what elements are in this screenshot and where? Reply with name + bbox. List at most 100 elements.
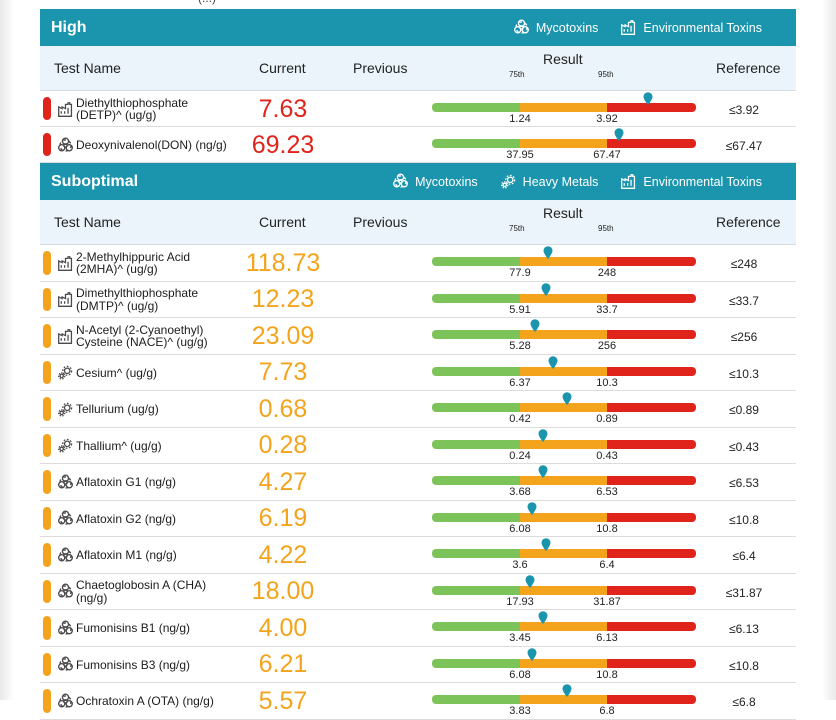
table-row[interactable]: Fumonisins B1 (ng/g) 4.00 3.45 6.13 ≤6.13	[40, 610, 796, 647]
table-row[interactable]: N-Acetyl (2-Cyanoethyl) Cysteine (NACE)^…	[40, 318, 796, 355]
bar-segment-optimal	[432, 103, 520, 112]
bar-segment-high	[607, 549, 696, 558]
rows-suboptimal: 2-Methylhippuric Acid (2MHA)^ (ug/g) 118.…	[40, 245, 796, 720]
column-previous: Previous	[353, 214, 408, 230]
factory-icon	[57, 255, 74, 272]
current-value: 118.73	[245, 248, 321, 277]
column-p75: 75th	[509, 70, 525, 79]
bar-segment-high	[607, 403, 696, 412]
bar-segment-suboptimal	[520, 549, 607, 558]
p75-value: 17.93	[506, 595, 534, 608]
p95-value: 10.8	[596, 668, 618, 681]
table-row[interactable]: Cesium^ (ug/g) 7.73 6.37 10.3 ≤10.3	[40, 354, 796, 391]
bar-segment-high	[607, 293, 696, 303]
table-row[interactable]: Aflatoxin M1 (ng/g) 4.22 3.6 6.4 ≤6.4	[40, 537, 796, 574]
current-value: 4.27	[258, 467, 308, 496]
current-value: 5.57	[258, 686, 308, 715]
p75-value: 0.24	[509, 449, 531, 462]
result-marker-icon	[538, 611, 548, 624]
p95-value: 33.7	[596, 303, 618, 316]
bar-segment-optimal	[432, 330, 520, 339]
table-row[interactable]: Tellurium (ug/g) 0.68 0.42 0.89 ≤0.89	[40, 391, 796, 428]
column-test-name: Test Name	[54, 214, 121, 230]
test-name: Chaetoglobosin A (CHA) (ng/g)	[76, 578, 207, 605]
p95-value: 0.89	[596, 413, 618, 425]
test-name: Tellurium (ug/g)	[76, 402, 159, 416]
status-flag	[43, 506, 51, 530]
biohazard-icon	[57, 137, 74, 154]
test-name: Diethylthiophosphate (DETP)^ (ug/g)	[76, 95, 189, 122]
bar-segment-suboptimal	[520, 103, 607, 112]
p95-value: 10.3	[596, 376, 618, 389]
status-flag	[43, 251, 51, 275]
bar-segment-optimal	[432, 403, 520, 412]
table-row[interactable]: Fumonisins B3 (ng/g) 6.21 6.08 10.8 ≤10.8	[40, 646, 796, 683]
reference-value: ≤3.92	[729, 103, 759, 117]
bar-segment-high	[607, 330, 696, 339]
result-marker-icon	[538, 465, 548, 478]
section-tag: Mycotoxins	[513, 19, 598, 36]
biohazard-icon	[57, 510, 74, 527]
bar-segment-optimal	[432, 512, 520, 522]
result-marker-icon	[527, 647, 537, 661]
gears-icon	[57, 401, 74, 418]
section-tag-label: Environmental Toxins	[643, 174, 762, 189]
p95-value: 6.13	[596, 632, 618, 644]
test-name: Fumonisins B3 (ng/g)	[76, 657, 191, 672]
result-marker-icon	[562, 684, 572, 697]
p75-value: 37.95	[506, 149, 534, 161]
result-marker-icon	[614, 128, 624, 141]
test-name: Aflatoxin M1 (ng/g)	[76, 548, 177, 562]
test-name: Deoxynivalenol(DON) (ng/g)	[76, 137, 227, 152]
result-bar	[432, 549, 696, 558]
result-marker-icon	[530, 319, 540, 332]
section-tag-label: Mycotoxins	[415, 174, 478, 189]
bar-segment-optimal	[432, 549, 520, 558]
bar-segment-suboptimal	[520, 403, 607, 412]
section-tag: Mycotoxins	[392, 173, 478, 190]
section-tag-label: Environmental Toxins	[643, 20, 762, 35]
table-row[interactable]: 2-Methylhippuric Acid (2MHA)^ (ug/g) 118.…	[40, 245, 796, 282]
column-header-suboptimal: Test Name Current Previous Result 75th 9…	[40, 200, 796, 245]
factory-icon	[57, 101, 74, 118]
p75-value: 0.42	[509, 413, 531, 425]
result-bar	[432, 103, 696, 112]
result-bar	[432, 658, 696, 668]
bar-segment-suboptimal	[520, 257, 607, 266]
bar-segment-suboptimal	[520, 658, 607, 668]
bar-segment-high	[607, 103, 696, 112]
reference-value: ≤6.8	[732, 695, 756, 710]
column-reference: Reference	[716, 214, 781, 230]
reference-value: ≤10.8	[729, 512, 759, 527]
status-flag	[43, 689, 51, 713]
table-row[interactable]: Dimethylthiophosphate (DMTP)^ (ug/g) 12.2…	[40, 281, 796, 318]
current-value: 7.63	[258, 94, 308, 123]
section-tag: Environmental Toxins	[620, 19, 762, 36]
table-row[interactable]: Aflatoxin G2 (ng/g) 6.19 6.08 10.8 ≤10.8	[40, 500, 796, 537]
p75-value: 77.9	[509, 267, 531, 279]
p95-value: 67.47	[593, 149, 621, 161]
current-value: 18.00	[251, 577, 315, 606]
test-name: Cesium^ (ug/g)	[76, 365, 157, 380]
reference-value: ≤6.13	[729, 622, 759, 637]
gears-icon	[57, 437, 74, 454]
current-value: 4.22	[258, 540, 308, 569]
current-value: 0.68	[258, 394, 308, 423]
result-bar	[432, 257, 696, 266]
reference-value: ≤0.89	[729, 403, 759, 418]
bar-segment-suboptimal	[520, 585, 607, 595]
table-row[interactable]: Deoxynivalenol(DON) (ng/g) 69.23 37.95 67.4…	[40, 127, 796, 163]
table-row[interactable]: Chaetoglobosin A (CHA) (ng/g) 18.00 17.93 3…	[40, 573, 796, 610]
result-marker-icon	[548, 355, 558, 369]
table-row[interactable]: Aflatoxin G1 (ng/g) 4.27 3.68 6.53 ≤6.53	[40, 464, 796, 501]
p95-value: 3.92	[596, 113, 618, 125]
test-name: 2-Methylhippuric Acid (2MHA)^ (ug/g)	[76, 249, 191, 277]
biohazard-icon	[57, 693, 74, 710]
table-row[interactable]: Diethylthiophosphate (DETP)^ (ug/g) 7.63 1…	[40, 91, 796, 127]
biohazard-icon	[57, 474, 74, 491]
reference-value: ≤0.43	[729, 439, 759, 454]
table-row[interactable]: Thallium^ (ug/g) 0.28 0.24 0.43 ≤0.43	[40, 427, 796, 464]
p95-value: 248	[597, 267, 617, 279]
factory-icon	[620, 173, 637, 190]
table-row[interactable]: Ochratoxin A (OTA) (ng/g) 5.57 3.83 6.8 ≤6.8	[40, 683, 796, 720]
